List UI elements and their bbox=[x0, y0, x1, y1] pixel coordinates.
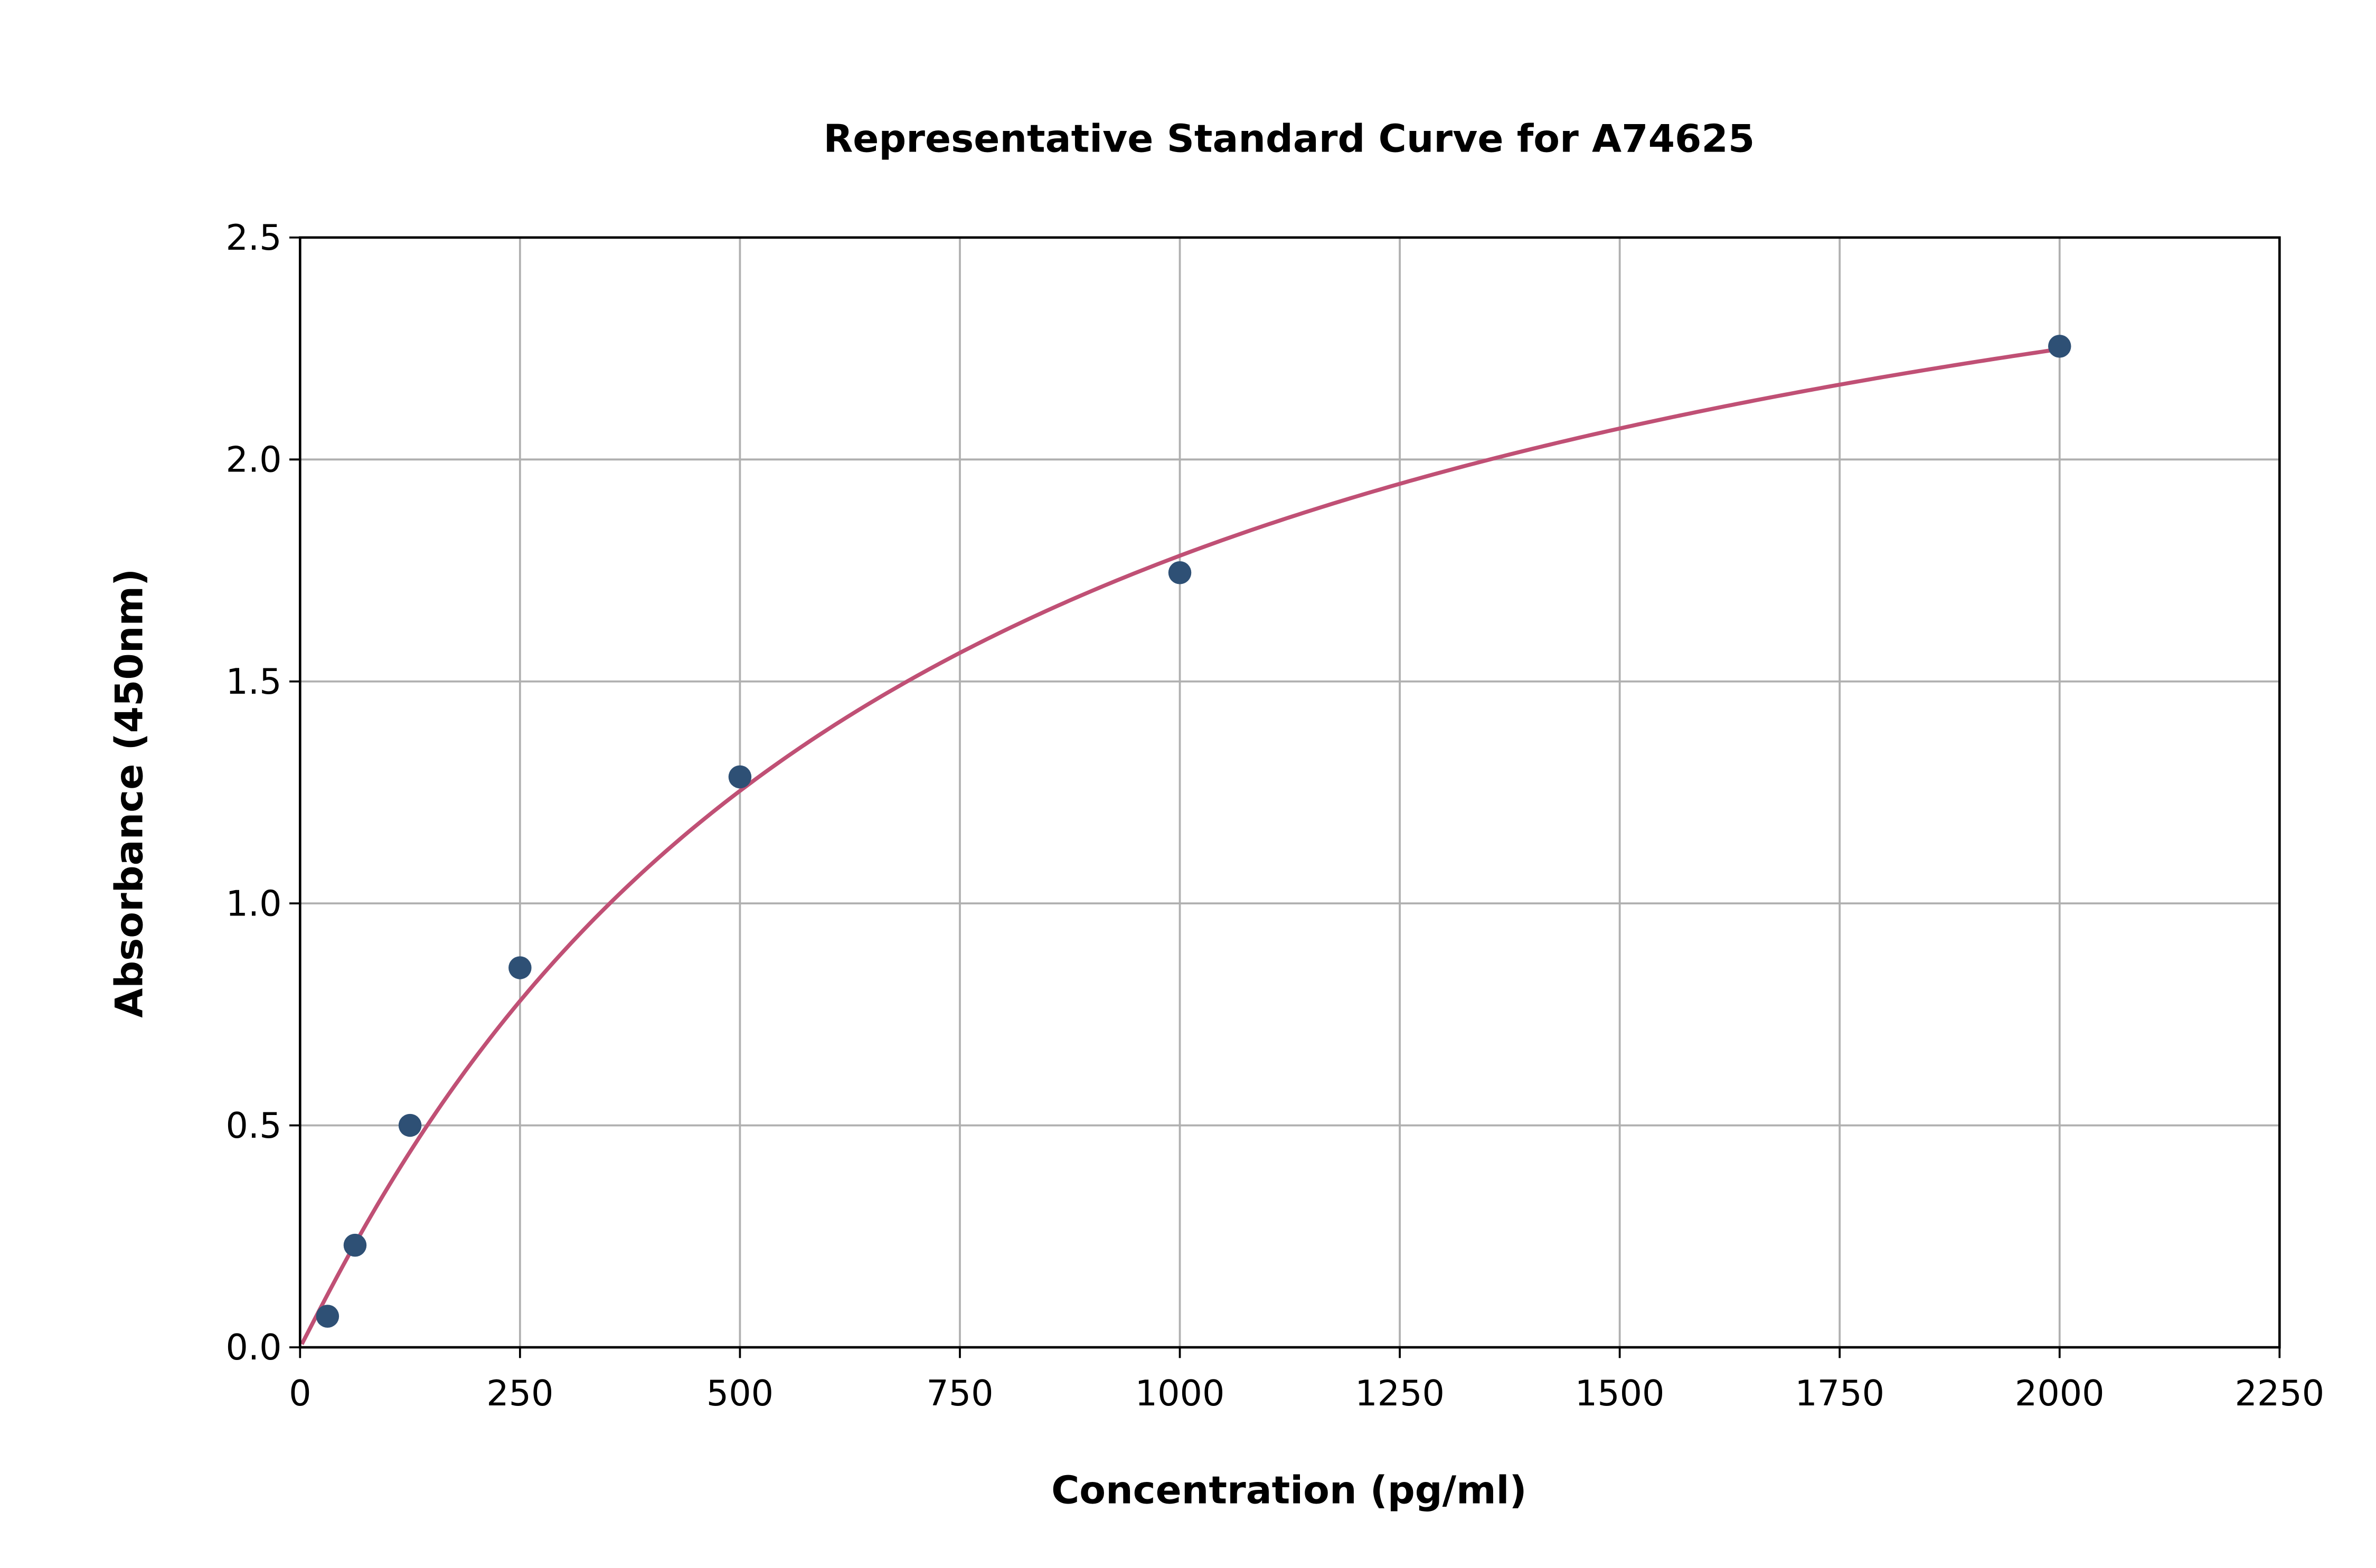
grid bbox=[299, 236, 2281, 1348]
data-point bbox=[316, 1305, 340, 1328]
y-tick-label: 0.0 bbox=[225, 1327, 281, 1368]
plot-frame bbox=[298, 236, 2281, 1349]
y-tick-label: 1.0 bbox=[225, 883, 281, 924]
x-tick-label: 1500 bbox=[1575, 1373, 1665, 1414]
data-point bbox=[2048, 335, 2071, 358]
x-tick-label: 2000 bbox=[2015, 1373, 2105, 1414]
x-tick-label: 1250 bbox=[1355, 1373, 1445, 1414]
ticks: 0 250 500 750 1000 1250 1500 1750 2000 2250 0.0 0.5… bbox=[225, 217, 2324, 1414]
fit-curve bbox=[300, 347, 2060, 1345]
x-tick-label: 0 bbox=[289, 1373, 311, 1414]
y-tick-label: 0.5 bbox=[225, 1105, 281, 1146]
x-tick-label: 2250 bbox=[2234, 1373, 2324, 1414]
y-tick-label: 2.0 bbox=[225, 439, 281, 480]
x-tick-label: 1750 bbox=[1795, 1373, 1884, 1414]
data-point bbox=[343, 1233, 367, 1257]
y-axis-label: Absorbance (450nm) bbox=[108, 569, 152, 1018]
x-axis-label: Concentration (pg/ml) bbox=[1051, 1469, 1526, 1513]
data-point bbox=[1168, 561, 1192, 584]
x-tick-label: 250 bbox=[486, 1373, 553, 1414]
data-points bbox=[316, 335, 2071, 1328]
x-tick-label: 750 bbox=[926, 1373, 993, 1414]
chart-title: Representative Standard Curve for A74625 bbox=[823, 117, 1755, 162]
x-tick-label: 500 bbox=[706, 1373, 774, 1414]
fit-curve-layer bbox=[300, 347, 2060, 1345]
y-tick-label: 1.5 bbox=[225, 661, 281, 702]
data-point bbox=[728, 765, 752, 789]
x-tick-label: 1000 bbox=[1135, 1373, 1225, 1414]
data-point bbox=[508, 956, 532, 979]
y-tick-label: 2.5 bbox=[225, 217, 281, 258]
data-point bbox=[398, 1113, 422, 1137]
